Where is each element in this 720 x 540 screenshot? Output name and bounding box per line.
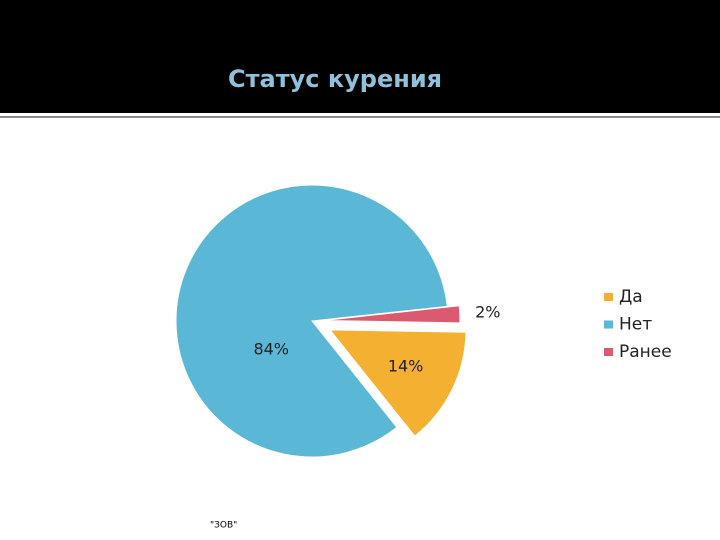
legend-label: Нет [619, 315, 652, 335]
legend-label: Да [619, 287, 643, 307]
legend: Да Нет Ранее [604, 287, 672, 362]
pie-slice [328, 329, 467, 437]
pie: 14% 84% 2% [175, 184, 501, 458]
pie-slice [323, 305, 461, 324]
footer: "ЗОВ" [210, 521, 237, 531]
pie-slice [175, 184, 448, 458]
data-label: 14% [388, 357, 424, 376]
legend-swatch [604, 320, 613, 329]
data-label: 84% [253, 339, 289, 358]
legend-swatch [604, 293, 613, 301]
legend-swatch [604, 348, 613, 356]
header-band [0, 0, 720, 113]
data-label: 2% [475, 303, 500, 322]
chart-title: Статус курения [228, 65, 442, 93]
legend-label: Ранее [619, 342, 672, 362]
